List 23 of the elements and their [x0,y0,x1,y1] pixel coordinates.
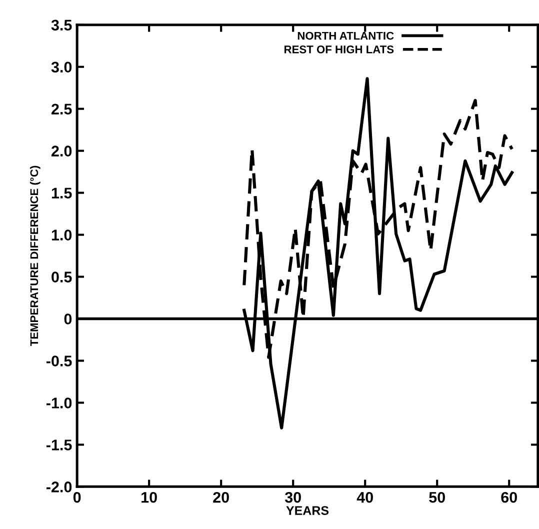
x-tick-label: 20 [213,492,229,503]
y-tick-label: 0.5 [52,272,72,282]
y-tick-label: 2.5 [52,104,72,115]
y-tick-label: 2.0 [52,146,72,156]
y-tick-label: -1.0 [46,398,72,408]
y-tick-label: -0.5 [46,356,72,366]
x-tick-label: 10 [142,492,157,503]
x-axis-title: YEARS [286,506,329,515]
x-tick-label: 60 [501,492,517,503]
x-tick-label: 30 [284,492,301,503]
y-tick-label: -1.5 [46,440,72,450]
legend-label: REST OF HIGH LATS [284,46,394,54]
y-tick-label: 1.5 [52,188,72,198]
y-tick-label: -2.0 [46,482,72,492]
y-tick-label: 3.0 [51,62,72,73]
y-tick-label: 3.5 [51,20,72,31]
x-tick-label: 0 [73,492,81,503]
x-tick-label: 50 [429,492,445,503]
legend-label: NORTH ATLANTIC [298,32,394,40]
y-tick-label: 0 [64,314,72,324]
x-tick-label: 40 [356,492,373,503]
y-tick-label: 1.0 [52,230,72,240]
y-axis-title: TEMPERATURE DIFFERENCE (°C) [30,166,40,346]
